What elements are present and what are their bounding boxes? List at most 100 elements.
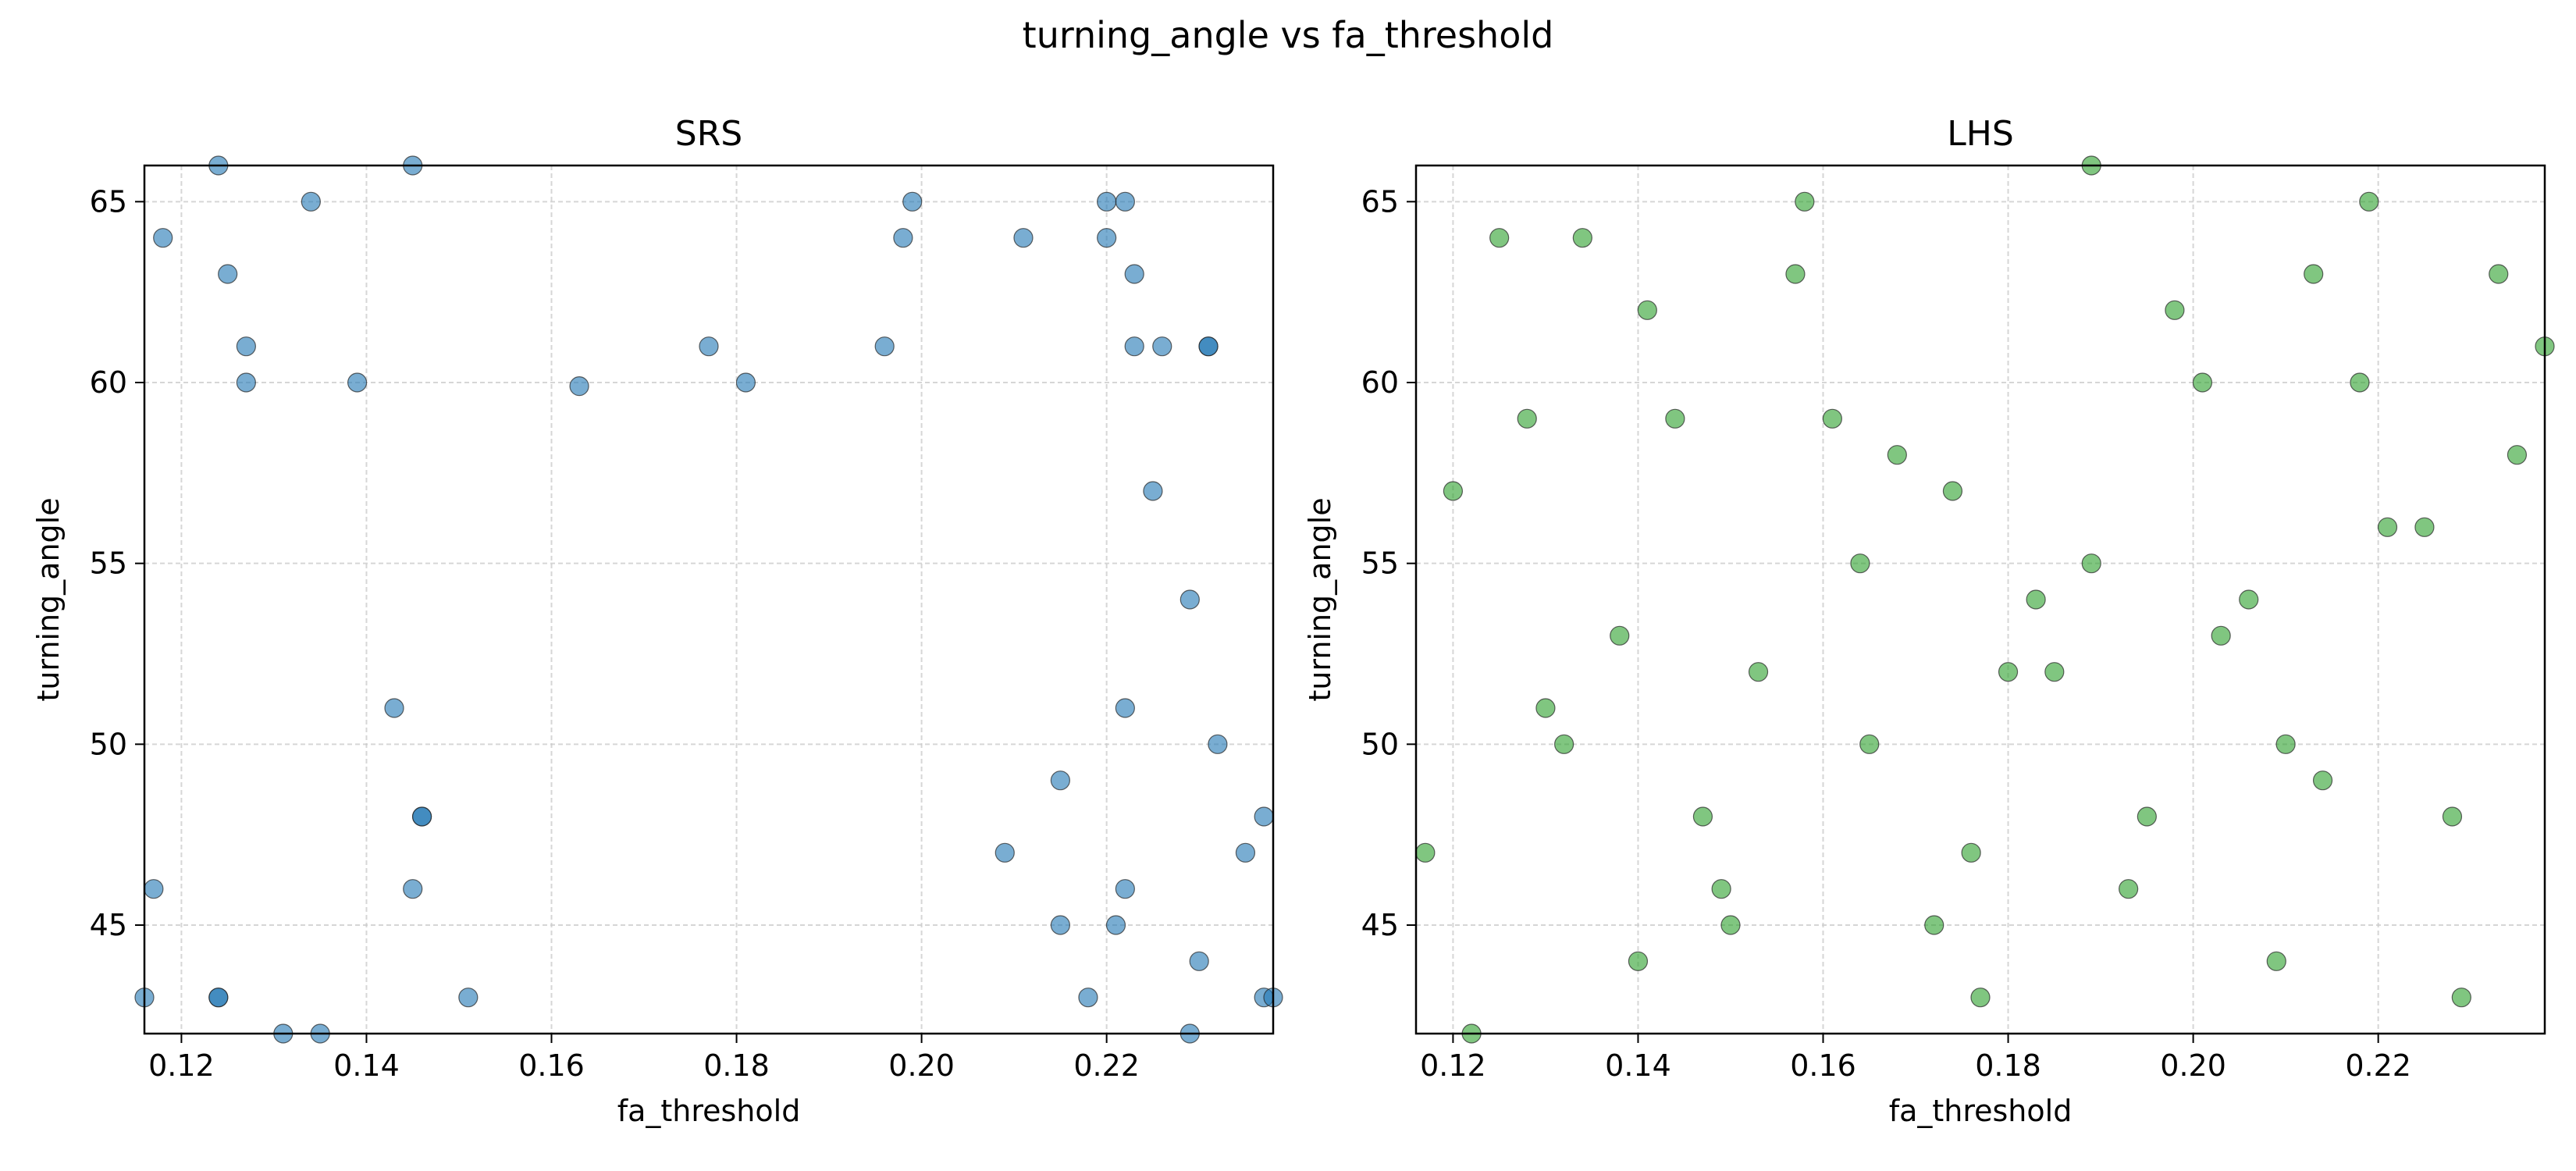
data-point [1887, 445, 1907, 465]
data-point [902, 191, 923, 212]
data-point [347, 372, 368, 393]
data-point [1143, 481, 1163, 501]
data-point [1859, 734, 1880, 754]
x-tick-label: 0.18 [703, 1048, 770, 1083]
data-point [2044, 662, 2065, 682]
data-point [1748, 662, 1769, 682]
data-point [1013, 228, 1034, 248]
figure-title: turning_angle vs fa_threshold [1022, 14, 1554, 56]
data-point [1179, 589, 1200, 610]
data-point [1115, 191, 1135, 212]
data-point [1785, 264, 1806, 284]
scatter-points [1415, 155, 2555, 1044]
data-point [1942, 481, 1963, 501]
data-point [2377, 517, 2398, 537]
data-point [1050, 771, 1070, 791]
y-tick-label: 65 [90, 184, 127, 219]
y-axis-label: turning_angle [31, 497, 66, 701]
y-tick-label: 55 [90, 546, 127, 581]
data-point [2266, 951, 2286, 971]
data-point [2211, 625, 2231, 646]
data-point [1152, 336, 1172, 357]
data-point [1115, 698, 1135, 718]
data-point [1105, 915, 1126, 935]
data-point [1124, 264, 1144, 284]
data-point [1115, 879, 1135, 899]
y-tick-label: 45 [1361, 908, 1399, 942]
data-point [1235, 842, 1256, 863]
data-point [874, 336, 895, 357]
subplot-lhs: 0.12 0.14 0.16 0.18 0.20 0.22 45 50 55 60 65 LHS fa_… [1303, 114, 2555, 1128]
data-point [458, 988, 479, 1008]
x-tick-label: 0.20 [2160, 1048, 2226, 1083]
data-point [1998, 662, 2019, 682]
data-point [2350, 372, 2370, 393]
data-point [1850, 553, 1870, 574]
data-point [1415, 842, 1436, 863]
data-point [403, 879, 423, 899]
data-point [1795, 191, 1815, 212]
data-point [2451, 988, 2471, 1008]
y-tick-label: 60 [90, 365, 127, 400]
data-point [1924, 915, 1944, 935]
data-point [1189, 951, 1209, 971]
data-point [2275, 734, 2296, 754]
data-point [1822, 408, 1842, 429]
axes-frame [1414, 164, 2546, 1035]
data-point [1961, 842, 1981, 863]
data-point [2119, 879, 2139, 899]
x-tick-label: 0.12 [1420, 1048, 1486, 1083]
data-point [1254, 806, 1274, 827]
data-point [1637, 300, 1657, 320]
data-point [2081, 553, 2101, 574]
data-point [1665, 408, 1685, 429]
axes-frame [143, 164, 1275, 1035]
data-point [2192, 372, 2213, 393]
x-tick-label: 0.22 [1073, 1048, 1140, 1083]
data-point [1720, 915, 1741, 935]
data-point [411, 806, 432, 827]
data-point [1610, 625, 1630, 646]
data-point [2304, 264, 2324, 284]
data-point [1097, 191, 1117, 212]
data-point [2312, 771, 2333, 791]
data-point [1970, 988, 1991, 1008]
x-axis-label: fa_threshold [617, 1094, 801, 1128]
data-point [1692, 806, 1713, 827]
data-point [1097, 228, 1117, 248]
data-point [1124, 336, 1144, 357]
data-point [1628, 951, 1649, 971]
x-tick-label: 0.14 [1605, 1048, 1671, 1083]
y-tick-label: 60 [1361, 365, 1399, 400]
y-tick-label: 50 [90, 727, 127, 761]
data-point [208, 988, 229, 1008]
data-point [1198, 336, 1219, 357]
data-point [236, 372, 256, 393]
x-tick-label: 0.20 [888, 1048, 955, 1083]
y-tick-label: 55 [1361, 546, 1399, 581]
scatter-points [134, 155, 1283, 1044]
data-point [1711, 879, 1731, 899]
x-axis-label: fa_threshold [1889, 1094, 2073, 1128]
data-point [2026, 589, 2046, 610]
subplot-srs: 0.12 0.14 0.16 0.18 0.20 0.22 45 50 55 60 65 SRS fa_… [31, 114, 1283, 1128]
data-point [153, 228, 173, 248]
data-point [1078, 988, 1098, 1008]
y-axis-label: turning_angle [1303, 497, 1337, 701]
data-point [301, 191, 321, 212]
data-point [384, 698, 404, 718]
y-tick-label: 65 [1361, 184, 1399, 219]
data-point [2165, 300, 2185, 320]
data-point [1208, 734, 1228, 754]
data-point [2239, 589, 2259, 610]
data-point [2137, 806, 2157, 827]
data-point [735, 372, 756, 393]
data-point [1517, 408, 1537, 429]
data-point [1554, 734, 1574, 754]
data-point [2442, 806, 2463, 827]
x-tick-label: 0.16 [1790, 1048, 1856, 1083]
data-point [236, 336, 256, 357]
subplot-title: SRS [675, 114, 742, 154]
